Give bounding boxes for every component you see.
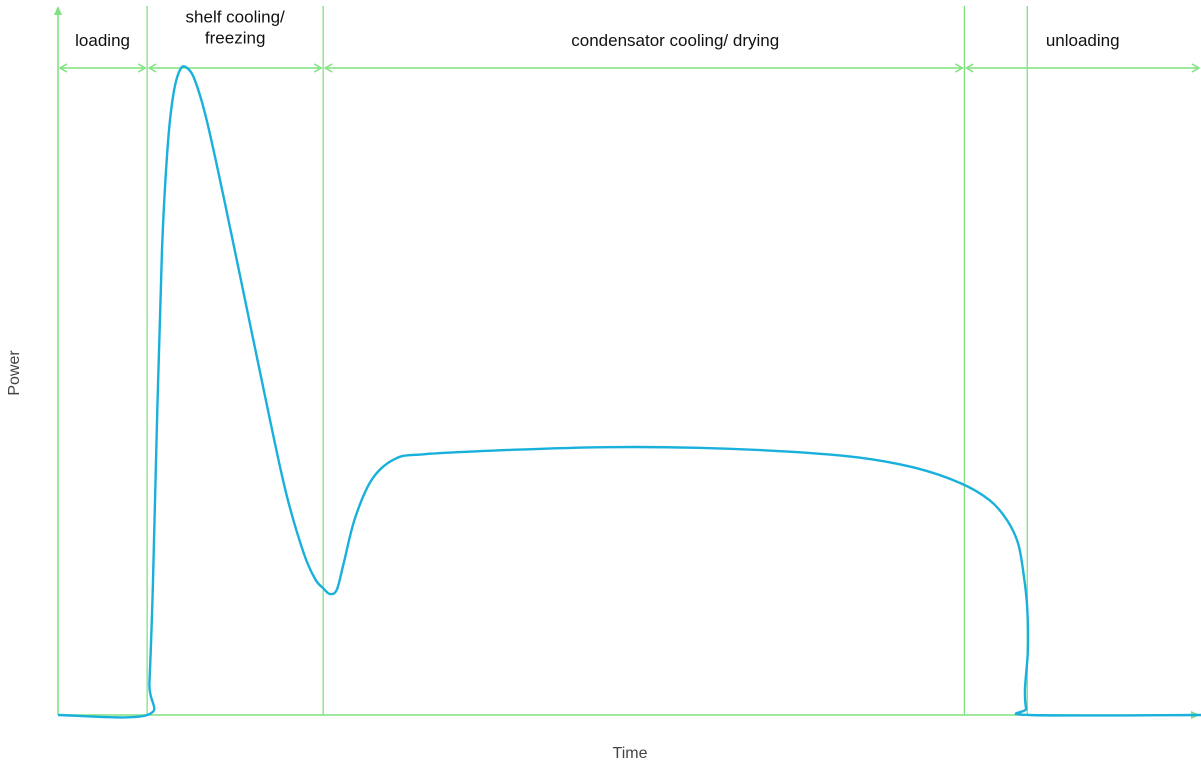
phase-label-line: condensator cooling/ drying xyxy=(571,31,779,50)
phase-arrowhead-right xyxy=(955,63,964,73)
y-axis-arrowhead xyxy=(54,6,62,15)
phase-label: unloading xyxy=(1046,31,1120,50)
phase-label: condensator cooling/ drying xyxy=(571,31,779,50)
phase-arrowhead-left xyxy=(323,63,333,73)
phase-label: loading xyxy=(75,31,130,50)
phase-arrowhead-left xyxy=(964,63,974,73)
phase-arrowhead-left xyxy=(58,63,68,73)
phase-arrowhead-right xyxy=(313,63,323,73)
y-axis-title: Power xyxy=(6,350,23,396)
phase-arrowhead-right xyxy=(1191,63,1201,73)
phase-label-line: freezing xyxy=(205,29,265,48)
phase-label-line: unloading xyxy=(1046,31,1120,50)
phase-label: shelf cooling/freezing xyxy=(186,8,286,48)
phase-arrowhead-left xyxy=(147,63,157,73)
axes xyxy=(54,6,1200,719)
phase-label-line: shelf cooling/ xyxy=(186,8,286,27)
x-axis-title: Time xyxy=(613,745,648,762)
phase-label-line: loading xyxy=(75,31,130,50)
phase-labels: loading shelf cooling/freezing condensator… xyxy=(75,8,1119,51)
phase-boundaries xyxy=(146,6,1028,715)
power-curve xyxy=(57,65,1201,719)
phase-arrows xyxy=(58,63,1201,73)
phase-arrowhead-right xyxy=(137,63,147,73)
